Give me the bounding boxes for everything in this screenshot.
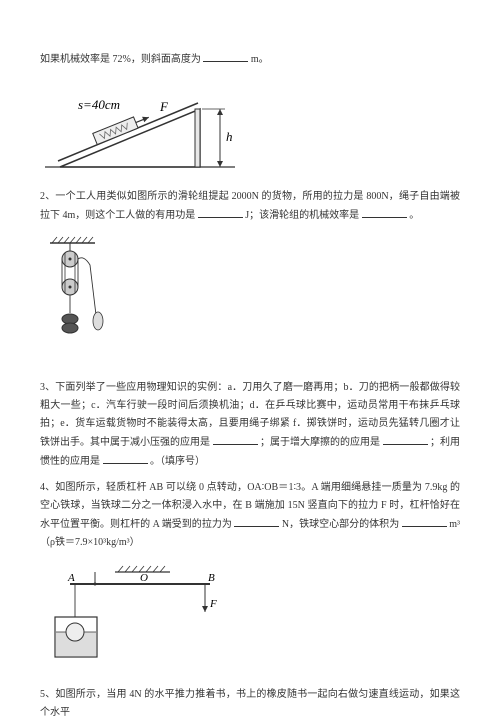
q3-text-d: 。（填序号） xyxy=(150,456,205,467)
q4-blank-1 xyxy=(234,515,279,527)
svg-text:B: B xyxy=(208,572,215,584)
figure-lever: A O B F xyxy=(40,562,460,672)
s-label-text: s=40cm xyxy=(78,97,120,112)
intro-prefix: 如果机械效率是 72%，则斜面高度为 xyxy=(40,54,201,65)
q2-blank-1 xyxy=(198,206,243,218)
q2-text-c: 。 xyxy=(409,210,419,221)
intro-line: 如果机械效率是 72%，则斜面高度为 m。 xyxy=(40,50,460,69)
q3-blank-3 xyxy=(103,452,148,464)
svg-text:F: F xyxy=(209,598,217,610)
f-label-text: F xyxy=(159,99,169,114)
q3-text-b: ；属于增大摩擦的的应用是 xyxy=(260,437,380,448)
svg-text:A: A xyxy=(67,572,75,584)
figure-pulley xyxy=(40,235,460,365)
q2-blank-2 xyxy=(362,206,407,218)
h-label-text: h xyxy=(226,129,233,144)
svg-text:O: O xyxy=(140,572,148,584)
q4-blank-2 xyxy=(402,515,447,527)
q5-text-a: 5、如图所示，当用 4N 的水平推力推着书，书上的橡皮随书一起向右做匀速直线运动… xyxy=(40,689,460,718)
q3-blank-1 xyxy=(213,433,258,445)
intro-blank xyxy=(203,50,248,62)
q2-text-b: J；该滑轮组的机械效率是 xyxy=(245,210,359,221)
q4-text-b: N，铁球空心部分的体积为 xyxy=(282,519,399,530)
question-2: 2、一个工人用类似如图所示的滑轮组提起 2000N 的货物，所用的拉力是 800… xyxy=(40,188,460,225)
question-3: 3、下面列举了一些应用物理知识的实例：a．刀用久了磨一磨再用；b．刀的把柄一般都… xyxy=(40,379,460,471)
figure-inclined-plane: s=40cm F h xyxy=(40,79,460,174)
question-4: 4、如图所示，轻质杠杆 AB 可以绕 0 点转动，OA∶OB＝1∶3。A 端用细… xyxy=(40,479,460,552)
intro-suffix: m。 xyxy=(251,54,269,65)
question-5: 5、如图所示，当用 4N 的水平推力推着书，书上的橡皮随书一起向右做匀速直线运动… xyxy=(40,686,460,722)
q3-blank-2 xyxy=(383,433,428,445)
